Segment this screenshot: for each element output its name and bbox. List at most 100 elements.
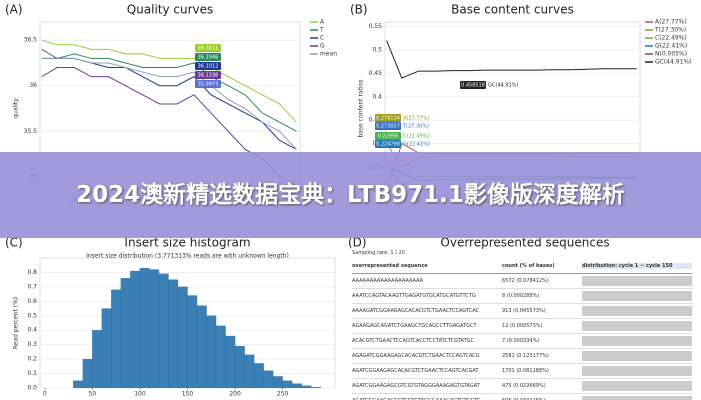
note: Sampling rate: 1 / 20 xyxy=(352,250,405,256)
panel-label: (A) xyxy=(5,3,23,17)
y-tick-label: 35.5 xyxy=(24,128,38,135)
table-cell: 475 (0.022669%) xyxy=(502,383,546,389)
table-cell: 6572 (0.078412%) xyxy=(502,278,549,284)
histogram-bar xyxy=(139,267,150,388)
table-row: AAATCCAGTACAAGTTGAGATGTGCATGCATGTTCTG 8 (… xyxy=(352,289,692,304)
table-row: ACACGTCTGAACTCCAGTCACCTCCTATCTCGTATGC 7 (… xyxy=(352,334,692,349)
y-axis-label: quality xyxy=(13,98,20,119)
table-header: overrepresented sequence count (% of bas… xyxy=(352,259,692,274)
y-tick-label: 36.5 xyxy=(24,37,38,44)
distribution-bar xyxy=(582,321,692,331)
header-cell: distribution: cycle 1 ~ cycle 150 xyxy=(582,263,692,269)
y-tick-label: 0.55 xyxy=(369,23,383,30)
histogram-bar xyxy=(282,380,293,388)
table-cell: 12 (0.000573%) xyxy=(502,323,543,329)
table-cell: 7 (0.000334%) xyxy=(502,338,540,344)
table-body: AAAAAAAAAAAAAAAAAAAA 6572 (0.078412%) AAAT… xyxy=(352,274,692,400)
series-line xyxy=(41,48,297,132)
histogram-bar xyxy=(225,335,236,388)
callout-value: 0.273057 xyxy=(376,124,400,130)
banner-text: 2024澳新精选数据宝典：LTB971.1影像版深度解析 xyxy=(76,182,625,208)
y-tick-label: 0.8 xyxy=(27,269,37,276)
table-cell: AGATCGGAAGAGCGTCGTGTAGGGAAAGAGTGTGCTC xyxy=(352,398,502,400)
table-row: AGATCGGAAGAGCGTCGTGTAGGGAAAGAGTGTAGAT 475… xyxy=(352,379,692,394)
histogram-bar xyxy=(311,387,321,388)
panel-label: (D) xyxy=(348,236,367,250)
histogram-bar xyxy=(263,370,274,388)
histogram-bar xyxy=(92,330,103,388)
callout-value: 0.224798 xyxy=(376,142,400,148)
y-tick-label: 0.4 xyxy=(372,93,382,100)
callout-value: 36.1336 xyxy=(198,73,219,79)
callout-box xyxy=(195,44,221,52)
histogram-bar xyxy=(206,315,217,388)
histogram-bar xyxy=(158,273,169,388)
x-tick-label: 50 xyxy=(89,391,97,398)
table-row: AGAGATCGGAAGAGCACACGTCTGAACTCCAGTCACG 258… xyxy=(352,349,692,364)
table-cell: AAAAAAAAAAAAAAAAAAAA xyxy=(352,278,424,284)
callout-label: GC(44.91%) xyxy=(488,83,518,89)
header-cell: count (% of bases) xyxy=(502,263,555,269)
histogram-bar xyxy=(73,380,83,388)
histogram-bar xyxy=(292,383,302,388)
x-tick-label: 100 xyxy=(134,391,146,398)
histogram-bar xyxy=(130,270,141,388)
legend-label: C xyxy=(320,35,324,42)
callout-box xyxy=(195,62,221,70)
callout-value: 0.458518 xyxy=(461,83,485,89)
legend-label: C(22.49%) xyxy=(655,35,687,42)
table-row: AGATCGGAAGAGCGTCGTGTAGGGAAAGAGTGTGCTC696… xyxy=(352,394,692,400)
histogram-bar xyxy=(253,363,264,388)
legend-label: T(27.30%) xyxy=(654,27,686,34)
series-line xyxy=(386,40,637,79)
distribution-bar xyxy=(582,351,692,361)
table-cell: 1701 (0.081188%) xyxy=(502,368,549,374)
y-tick-label: 0.0 xyxy=(27,385,37,392)
histogram-bar xyxy=(177,286,188,388)
callout-value: 0.22956 xyxy=(378,134,399,140)
histogram-bar xyxy=(234,345,245,388)
y-tick-label: 0.1 xyxy=(27,370,37,377)
callout-box xyxy=(375,140,401,148)
series-line xyxy=(41,57,297,150)
table-cell: 913 (0.045573%) xyxy=(502,308,546,314)
callout-label: C(22.49%) xyxy=(403,134,430,140)
table-cell: AGAGATCGGAAGAGCACACGTCTGAACTCCAGTCACG xyxy=(352,353,480,359)
chart-title: Quality curves xyxy=(127,3,214,17)
callout-value: 36.1012 xyxy=(198,64,219,70)
histogram-bar xyxy=(120,278,131,388)
y-tick-label: 0.7 xyxy=(27,283,37,290)
legend-label: N(0.005%) xyxy=(655,51,687,58)
panel-label: (B) xyxy=(350,3,368,17)
histogram-bar xyxy=(149,269,160,388)
callout-value: 35.9973 xyxy=(198,82,219,88)
histogram-bar xyxy=(168,279,179,388)
histogram-bar xyxy=(101,308,112,388)
callout-box xyxy=(460,81,486,89)
y-tick-label: 0.5 xyxy=(372,47,382,54)
callout-label: A(27.77%) xyxy=(403,116,429,122)
x-tick-label: 250 xyxy=(277,391,289,398)
legend-label: G(22.41%) xyxy=(655,43,687,50)
table-cell: AAATCCAGTACAAGTTGAGATGTGCATGCATGTTCTG xyxy=(352,293,476,299)
table-cell: AGATCGGAAGAGCACACGTCTGAACTCCAGTCACGAT xyxy=(352,368,479,374)
banner: 2024澳新精选数据宝典：LTB971.1影像版深度解析 xyxy=(0,152,701,238)
callout-label: G(22.41%) xyxy=(403,142,430,148)
panel-label: (C) xyxy=(5,236,23,250)
distribution-bar xyxy=(582,381,692,391)
table-cell: AAAAGATCGGAAGAGCACACGTCTGAACTCCAGTCAC xyxy=(352,308,480,314)
callout-box xyxy=(375,114,401,122)
table-cell: 8 (0.000288%) xyxy=(502,293,540,299)
table-row: AAAAAAAAAAAAAAAAAAAA 6572 (0.078412%) xyxy=(352,274,692,289)
header-cell: overrepresented sequence xyxy=(352,263,428,269)
histogram-bar xyxy=(215,325,226,388)
table-row: AGAAGAGCAGATCTGAAGCTGCAGCCTTGAGATGCT 12 (… xyxy=(352,319,692,334)
y-tick-label: 36 xyxy=(29,82,37,89)
legend-label: A xyxy=(320,19,325,26)
callout-box xyxy=(195,53,221,61)
histogram-bar xyxy=(272,376,283,388)
x-tick-label: 200 xyxy=(229,391,241,398)
histogram-bar xyxy=(196,305,207,388)
table-cell: 696 (0.033216%) xyxy=(502,398,582,400)
